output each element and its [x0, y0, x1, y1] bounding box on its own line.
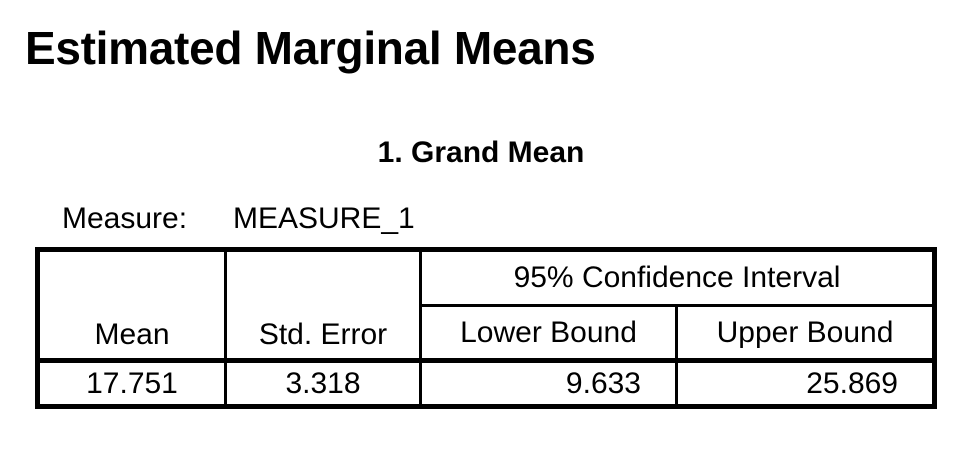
column-header-lower-bound: Lower Bound	[420, 305, 678, 361]
section-heading: Estimated Marginal Means	[25, 22, 596, 74]
grand-mean-table: Mean Std. Error 95% Confidence Interval …	[35, 247, 937, 409]
table-row: 17.751 3.318 9.633 25.869	[37, 358, 935, 407]
column-header-mean: Mean	[37, 249, 227, 361]
cell-mean: 17.751	[37, 358, 227, 407]
cell-upper-bound: 25.869	[676, 358, 935, 407]
column-header-std-error: Std. Error	[225, 249, 422, 361]
measure-value: MEASURE_1	[233, 202, 415, 235]
table-title: 1. Grand Mean	[377, 136, 585, 169]
cell-std-error: 3.318	[225, 358, 422, 407]
column-header-upper-bound: Upper Bound	[716, 315, 894, 349]
header-row-top: Mean Std. Error 95% Confidence Interval	[37, 249, 935, 361]
header-row-bottom: Lower Bound Upper Bound	[38, 305, 935, 361]
cell-lower-bound: 9.633	[420, 358, 678, 407]
measure-label: Measure:	[62, 202, 188, 235]
column-header-confidence-interval: 95% Confidence Interval	[420, 249, 935, 307]
